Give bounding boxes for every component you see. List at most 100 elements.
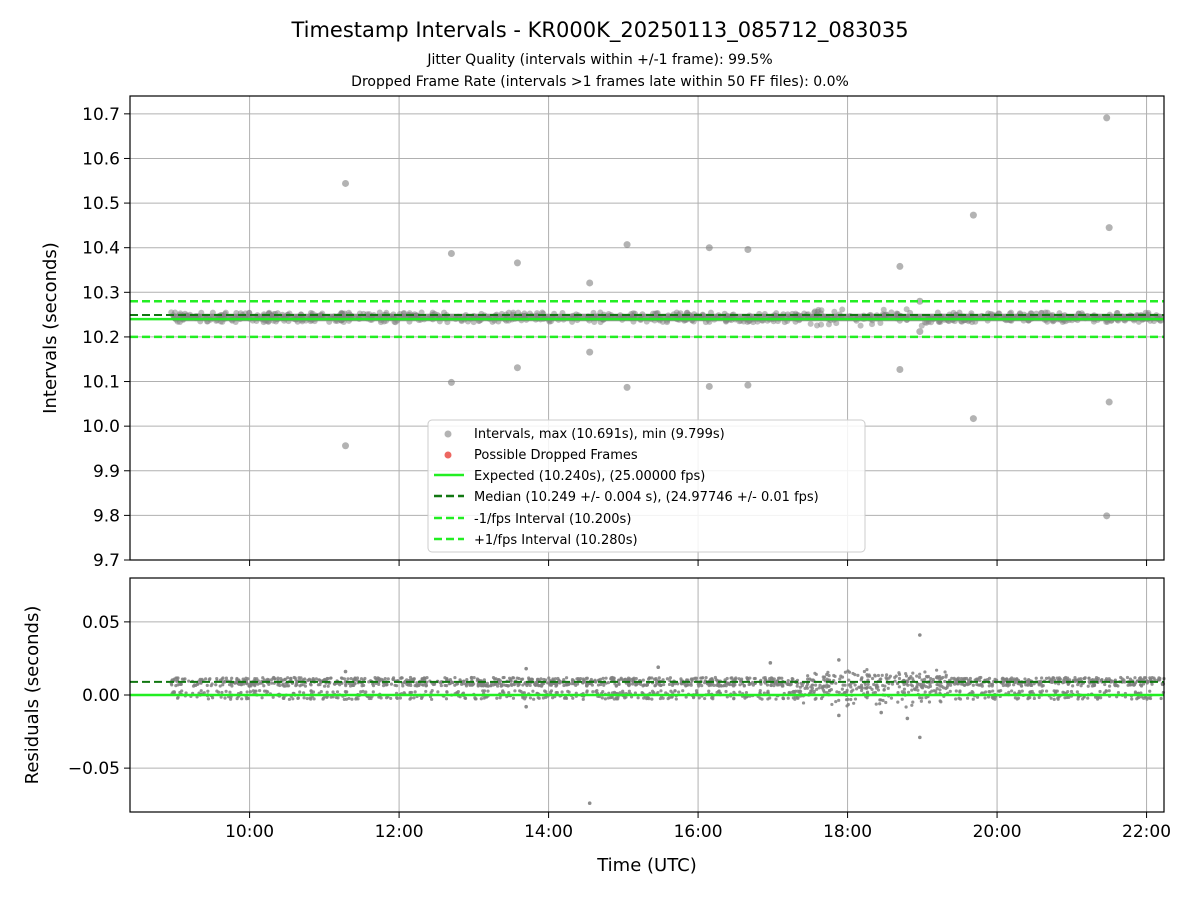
residual-point [934,689,938,693]
residual-point [494,677,498,681]
residual-point [882,688,886,692]
residual-point [498,696,502,700]
residual-point [1067,695,1071,699]
residual-point [847,670,852,674]
residual-point [1003,678,1007,683]
residual-point [223,696,227,700]
residual-point [917,675,922,679]
residual-point [860,688,864,693]
residual-point [670,695,674,699]
residual-point [696,682,700,686]
residual-point [371,690,375,694]
residual-point [1044,689,1049,693]
residuals-reference-lines [130,680,1164,697]
residual-point [758,691,762,695]
residual-point [1019,683,1023,687]
legend: Intervals, max (10.691s), min (9.799s) P… [427,419,866,553]
residual-point [350,682,354,686]
residual-point [532,697,536,701]
residual-point [241,677,245,681]
residual-point [548,683,552,687]
residual-point [841,683,845,687]
interval-outlier-point [969,211,977,219]
residual-point [922,677,927,681]
residual-point [224,689,228,693]
residual-point [298,684,302,688]
residual-point [1147,696,1151,700]
residual-point [916,688,920,692]
residual-point [412,696,416,700]
residual-point [445,676,449,681]
residual-point [179,682,183,686]
residual-point [364,690,368,694]
interval-point [934,309,941,316]
residual-point [299,676,303,680]
residual-point [661,696,665,700]
residual-point [943,679,947,684]
residual-point [367,680,371,684]
residual-point [751,683,755,687]
residual-point [868,674,872,678]
residual-point [419,696,424,700]
residual-point [271,695,275,699]
residual-point [456,682,460,686]
residual-point [481,689,485,693]
residual-point [430,697,434,701]
residual-point [176,676,180,680]
residual-point [383,676,387,681]
residual-point [855,687,859,691]
residual-point [668,676,673,680]
residual-point [445,690,449,694]
residual-point [393,683,397,687]
residual-point [902,687,907,691]
residual-point [422,676,426,680]
residual-point [896,691,900,695]
residual-point [906,680,910,684]
residual-point [412,677,416,681]
residual-point [205,683,209,687]
residual-point [584,684,589,688]
interval-point [818,307,825,314]
residual-point [1040,676,1044,680]
residual-point [652,677,657,681]
interval-outlier-point [623,241,631,249]
interval-point [807,320,814,327]
residual-point [821,675,825,679]
interval-point [521,312,528,319]
residual-point [199,681,203,685]
residual-point [669,689,673,693]
residual-point [931,677,935,682]
residual-point [722,683,727,687]
residual-point [873,673,877,677]
residual-point [468,683,472,687]
residual-point [818,683,822,687]
interval-point [219,318,226,325]
residual-point [906,690,911,694]
residual-point [197,679,201,683]
residual-point [294,682,298,686]
interval-point [510,311,517,318]
residual-point [859,677,864,681]
residual-point [1014,680,1018,684]
residual-point [517,676,521,681]
residual-point [881,698,885,703]
interval-outlier-point [1105,224,1113,232]
residual-point [832,673,836,678]
residual-point [879,677,883,681]
residual-point [562,696,567,700]
residual-point [1093,695,1098,699]
residual-point [1020,689,1024,693]
residual-point [379,696,383,700]
residual-outlier-point [656,665,661,670]
residual-point [810,689,814,693]
residual-point [900,690,904,694]
residual-point [585,690,589,694]
residual-point [667,682,672,687]
residual-point [461,679,466,683]
residual-point [639,682,643,686]
residual-point [661,678,665,682]
residual-point [950,676,954,681]
residual-point [970,690,974,694]
residual-point [1037,695,1041,700]
residual-point [724,689,728,694]
